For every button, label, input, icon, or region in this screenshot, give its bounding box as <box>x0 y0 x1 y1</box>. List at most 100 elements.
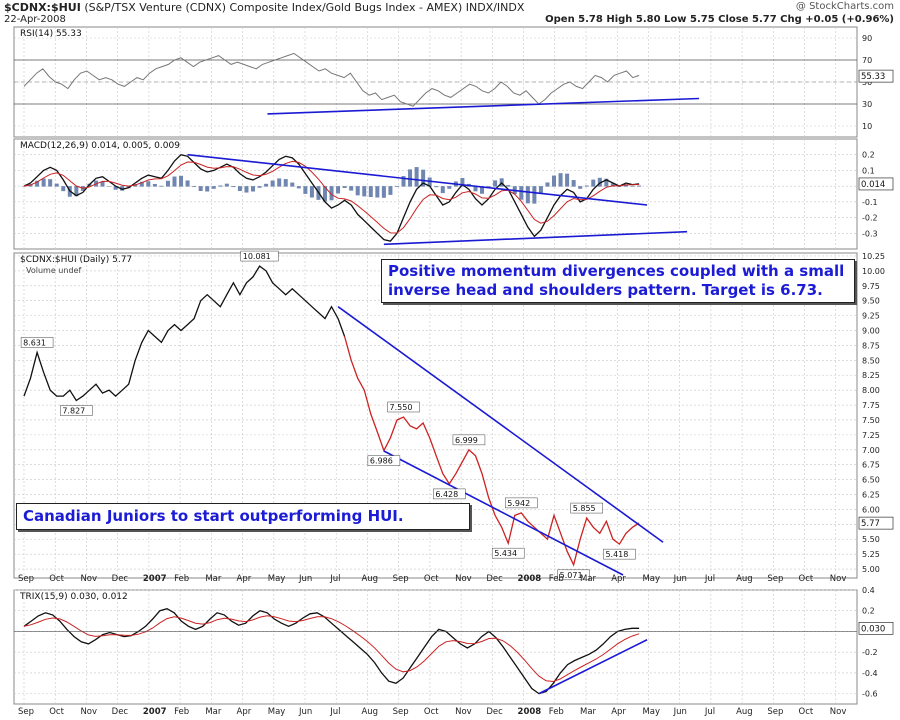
price-ytick-label: 7.25 <box>862 431 880 440</box>
price-point-label: 10.081 <box>243 252 271 261</box>
macd-histogram-bar <box>107 186 112 187</box>
macd-histogram-bar <box>211 186 216 189</box>
macd-histogram-bar <box>506 185 511 187</box>
x-axis-label: 2008 <box>518 574 542 584</box>
macd-histogram-bar <box>434 186 439 188</box>
price-point-label-box <box>505 497 538 509</box>
price-point-label: 6.986 <box>370 457 393 466</box>
macd-histogram-bar <box>322 186 327 202</box>
trix-ytick-label: 0.2 <box>862 607 875 616</box>
price-ytick-label: 8.50 <box>862 356 880 365</box>
price-point-label: 8.631 <box>23 339 46 348</box>
price-point-label: 5.855 <box>573 504 596 513</box>
x-axis-label: Nov <box>830 574 847 584</box>
macd-histogram-bar <box>100 181 105 187</box>
macd-histogram-bar <box>303 186 308 194</box>
x-axis-label: Aug <box>361 574 378 584</box>
x-axis-label: Mar <box>580 707 597 717</box>
rsi-ytick-label: 10 <box>862 122 872 131</box>
price-ytick-label: 6.50 <box>862 476 880 485</box>
x-axis-label: Apr <box>611 574 626 584</box>
macd-histogram-bar <box>74 186 79 197</box>
macd-signal-line <box>23 160 640 234</box>
macd-histogram-bar <box>421 169 426 187</box>
price-ytick-label: 9.75 <box>862 282 880 291</box>
price-point-label: 7.827 <box>62 406 85 415</box>
trix-line <box>23 608 640 695</box>
x-axis-label: Oct <box>424 707 439 717</box>
macd-histogram-bar <box>368 186 373 198</box>
x-axis-label: Apr <box>611 707 626 717</box>
price-point-label-box <box>20 337 54 348</box>
x-axis-label: Sep <box>393 707 409 717</box>
macd-histogram-bar <box>381 186 386 198</box>
macd-histogram-bar <box>440 186 445 194</box>
chart-date: 22-Apr-2008 <box>4 14 66 25</box>
macd-histogram-bar <box>152 183 157 187</box>
macd-ytick-label: 0.2 <box>862 151 875 160</box>
x-axis-label: Feb <box>549 574 564 584</box>
trix-frame <box>13 589 858 705</box>
macd-histogram-bar <box>139 181 144 187</box>
macd-histogram-bar <box>525 186 530 204</box>
macd-histogram-bar <box>623 184 628 187</box>
callout-juniors-text: Canadian Juniors to start outperforming … <box>23 507 404 525</box>
macd-histogram-bar <box>362 186 367 197</box>
macd-histogram-bar <box>329 186 334 201</box>
macd-histogram-bar <box>558 173 563 187</box>
price-point-label: 6.428 <box>435 490 458 499</box>
price-ytick-label: 6.75 <box>862 461 880 470</box>
macd-histogram-bar <box>552 175 557 187</box>
macd-histogram-bar <box>349 186 354 191</box>
macd-histogram-bar <box>61 186 66 192</box>
macd-histogram-bar <box>290 182 295 187</box>
ohlc-readout: Open 5.78 High 5.80 Low 5.75 Close 5.77 … <box>545 14 894 25</box>
price-ytick-label: 6.00 <box>862 505 880 514</box>
x-axis-label: Dec <box>486 574 503 584</box>
x-axis-label: Dec <box>112 574 129 584</box>
macd-histogram-bar <box>120 186 125 191</box>
macd-histogram-bar <box>231 186 236 188</box>
price-ytick-label: 7.00 <box>862 446 880 455</box>
macd-histogram-bar <box>159 185 164 187</box>
price-ytick-label: 8.00 <box>862 386 880 395</box>
rsi-ytick-label: 30 <box>862 100 872 109</box>
x-axis-label: Mar <box>205 707 222 717</box>
x-axis-label: Sep <box>393 574 409 584</box>
macd-ytick-label: -0.2 <box>862 214 878 223</box>
credit: @ StockCharts.com <box>795 1 894 12</box>
x-axis-label: Oct <box>799 574 814 584</box>
macd-histogram-bar <box>244 186 249 193</box>
macd-histogram-bar <box>532 186 537 204</box>
x-axis-label: Nov <box>80 574 97 584</box>
price-ytick-label: 9.00 <box>862 327 880 336</box>
trix-label: TRIX(15,9) 0.030, 0.012 <box>19 592 128 602</box>
x-axis-label: Jul <box>329 574 340 584</box>
macd-histogram-bar <box>237 186 242 192</box>
price-point-label: 6.999 <box>455 436 478 445</box>
x-axis-label: Jun <box>298 707 312 717</box>
macd-histogram-bar <box>270 180 275 187</box>
rsi-line <box>23 52 640 107</box>
price-ytick-label: 10.00 <box>862 267 885 276</box>
macd-histogram-bar <box>342 186 347 189</box>
macd-histogram-bar <box>473 186 478 192</box>
macd-histogram-bar <box>538 186 543 194</box>
macd-histogram-bar <box>584 185 589 187</box>
callout-divergence: Positive momentum divergences coupled wi… <box>381 259 855 303</box>
x-axis-label: Jul <box>704 707 715 717</box>
price-ytick-label: 5.50 <box>862 535 880 544</box>
trix-last-value-box <box>858 621 894 635</box>
price-ytick-label: 10.25 <box>862 252 885 261</box>
x-axis-label: Oct <box>424 574 439 584</box>
macd-histogram-bar <box>565 173 570 187</box>
x-axis-label: Feb <box>174 707 189 717</box>
price-ytick-label: 5.25 <box>862 550 880 559</box>
symbol-title: $CDNX:$HUI (S&P/TSX Venture (CDNX) Compo… <box>4 1 524 14</box>
macd-histogram-bar <box>336 186 341 194</box>
macd-histogram-bar <box>198 186 203 191</box>
symbol-description: (S&P/TSX Venture (CDNX) Composite Index/… <box>84 1 525 14</box>
macd-histogram-bar <box>35 180 40 187</box>
x-axis-label: Apr <box>237 574 252 584</box>
macd-histogram-bar <box>179 175 184 187</box>
